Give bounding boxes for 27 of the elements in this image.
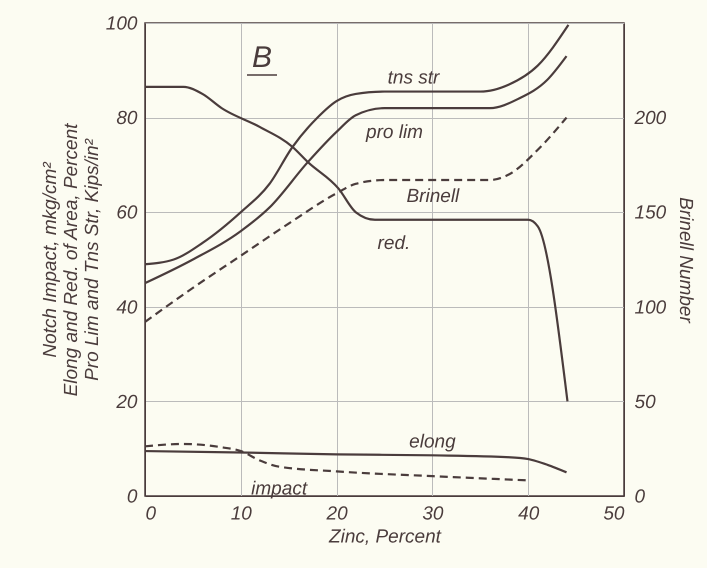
series-label: pro lim xyxy=(364,122,424,144)
y-tick-label: 0 xyxy=(126,486,138,508)
x-tick-label: 20 xyxy=(326,504,348,524)
y2-tick-label: 150 xyxy=(634,202,667,224)
y-tick-label: 60 xyxy=(116,202,138,224)
y-axis-title: Notch Impact, mkg/cm² Elong and Red. of Area, Percent Pro Lim and Tns Str, Kips/in² xyxy=(40,122,103,396)
y-tick-label: 80 xyxy=(116,108,138,130)
y-tick-label: 40 xyxy=(116,297,138,318)
y2-tick-label: 50 xyxy=(634,392,656,413)
series-label: impact xyxy=(251,478,308,500)
series-label: red. xyxy=(378,232,410,254)
series-label: tns str xyxy=(388,68,440,89)
x-axis-title: Zinc, Percent xyxy=(328,526,442,548)
y2-tick-label: 100 xyxy=(634,297,667,318)
y2-tick-label: 200 xyxy=(634,108,667,130)
x-tick-label: 0 xyxy=(146,504,156,524)
series-label: elong xyxy=(409,431,456,452)
x-tick-label: 30 xyxy=(422,504,444,524)
y2-axis-title: Brinell Number xyxy=(675,197,696,324)
x-tick-label: 10 xyxy=(230,504,252,524)
series-label: Brinell xyxy=(406,186,460,208)
annotation: B xyxy=(252,41,272,74)
x-tick-label: 40 xyxy=(518,504,540,524)
y2-tick-label: 0 xyxy=(634,486,646,508)
y-tick-label: 100 xyxy=(106,14,138,34)
x-tick-label: 50 xyxy=(603,504,625,524)
y-tick-label: 20 xyxy=(115,392,138,413)
